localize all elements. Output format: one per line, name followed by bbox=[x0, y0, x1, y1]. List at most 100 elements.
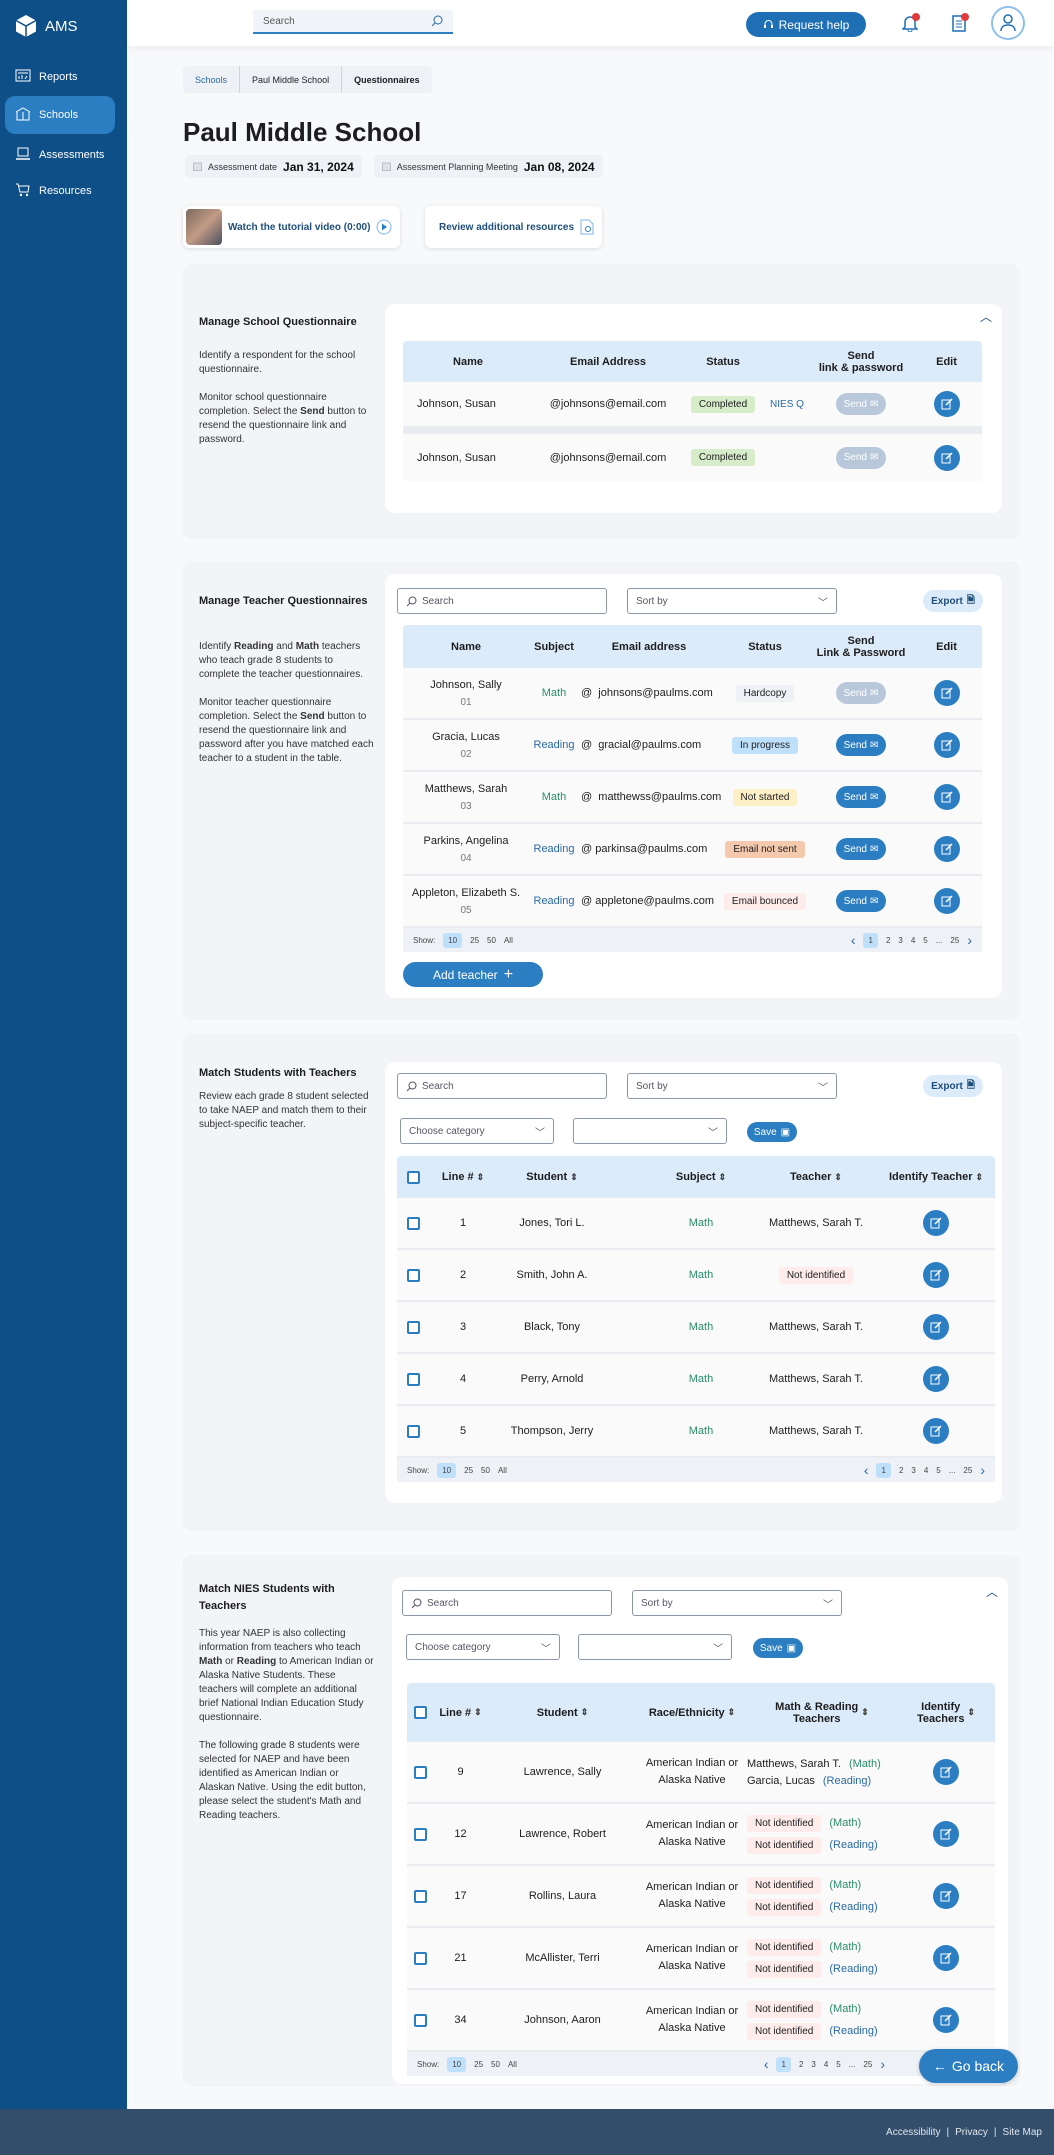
chevron-left-icon[interactable]: ‹ bbox=[763, 2056, 769, 2072]
column-header[interactable]: Student ⇕ bbox=[497, 1171, 607, 1183]
sort-icon[interactable]: ⇕ bbox=[727, 1707, 736, 1717]
row-checkbox[interactable] bbox=[413, 2013, 427, 2027]
page-size-option[interactable]: 10 bbox=[437, 1462, 457, 1478]
page-link[interactable]: 25 bbox=[863, 2059, 873, 2069]
column-header[interactable]: Teacher ⇕ bbox=[755, 1171, 877, 1183]
page-size-option[interactable]: All bbox=[497, 1465, 507, 1475]
nies-search-input[interactable]: Search bbox=[402, 1590, 612, 1616]
page-link[interactable]: 4 bbox=[910, 935, 916, 945]
edit-button[interactable] bbox=[923, 1210, 949, 1236]
row-checkbox[interactable] bbox=[413, 1765, 427, 1779]
page-link[interactable]: 2 bbox=[898, 1465, 904, 1475]
category-select[interactable]: Choose category ﹀ bbox=[400, 1118, 554, 1144]
page-size-option[interactable]: 25 bbox=[470, 935, 480, 945]
row-checkbox[interactable] bbox=[406, 1268, 420, 1282]
page-size-option[interactable]: 10 bbox=[443, 932, 463, 948]
category-select[interactable]: Choose category ﹀ bbox=[406, 1634, 560, 1660]
sort-icon[interactable]: ⇕ bbox=[834, 1171, 842, 1182]
add-teacher-button[interactable]: Add teacher + bbox=[403, 962, 543, 987]
page-size-option[interactable]: 25 bbox=[464, 1465, 474, 1475]
footer-link-privacy[interactable]: Privacy bbox=[955, 2126, 988, 2138]
page-size-option[interactable]: 25 bbox=[474, 2059, 484, 2069]
chevron-right-icon[interactable]: › bbox=[980, 1462, 985, 1478]
page-link[interactable]: 25 bbox=[950, 935, 960, 945]
go-back-button[interactable]: ← Go back bbox=[919, 2049, 1018, 2083]
sort-icon[interactable]: ⇕ bbox=[580, 1707, 589, 1717]
column-header[interactable]: Student ⇕ bbox=[488, 1707, 637, 1719]
teacher-sort-select[interactable]: Sort by ﹀ bbox=[627, 588, 837, 614]
column-header[interactable]: Race/Ethnicity ⇕ bbox=[637, 1707, 747, 1719]
send-button[interactable]: Send ✉ bbox=[836, 446, 886, 469]
column-header[interactable] bbox=[407, 1706, 433, 1719]
page-size-option[interactable]: 50 bbox=[481, 1465, 490, 1475]
page-link[interactable]: 2 bbox=[885, 935, 891, 945]
category-value-select[interactable]: ﹀ bbox=[573, 1118, 727, 1144]
sort-icon[interactable]: ⇕ bbox=[975, 1171, 984, 1182]
row-checkbox[interactable] bbox=[413, 1951, 427, 1965]
row-checkbox[interactable] bbox=[406, 1320, 420, 1334]
breadcrumb-schools[interactable]: Schools bbox=[183, 66, 241, 93]
edit-button[interactable] bbox=[923, 1314, 949, 1340]
app-logo[interactable]: AMS bbox=[15, 14, 78, 38]
page-size-option[interactable]: All bbox=[503, 935, 513, 945]
column-header[interactable] bbox=[397, 1170, 429, 1184]
page-link[interactable]: 5 bbox=[936, 1465, 941, 1475]
page-link[interactable]: 3 bbox=[911, 1465, 916, 1475]
page-size-option[interactable]: 50 bbox=[487, 935, 496, 945]
breadcrumb-school[interactable]: Paul Middle School bbox=[240, 66, 343, 93]
edit-button[interactable] bbox=[933, 1821, 959, 1847]
sort-icon[interactable]: ⇕ bbox=[570, 1171, 578, 1182]
page-link[interactable]: 3 bbox=[898, 935, 903, 945]
page-size-option[interactable]: 50 bbox=[491, 2059, 500, 2069]
page-link[interactable]: 1 bbox=[776, 2056, 791, 2072]
nies-sort-select[interactable]: Sort by ﹀ bbox=[632, 1590, 842, 1616]
chevron-left-icon[interactable]: ‹ bbox=[850, 932, 856, 948]
edit-button[interactable] bbox=[933, 680, 960, 706]
send-button[interactable]: Send ✉ bbox=[836, 890, 886, 912]
user-avatar[interactable] bbox=[991, 6, 1025, 40]
select-all-checkbox[interactable] bbox=[406, 1170, 420, 1184]
student-sort-select[interactable]: Sort by ﹀ bbox=[627, 1073, 837, 1099]
page-link[interactable]: 1 bbox=[876, 1462, 891, 1478]
page-link[interactable]: 4 bbox=[923, 1465, 929, 1475]
send-button[interactable]: Send ✉ bbox=[836, 786, 886, 808]
edit-button[interactable] bbox=[923, 1366, 949, 1392]
row-checkbox[interactable] bbox=[406, 1424, 420, 1438]
edit-button[interactable] bbox=[933, 1759, 959, 1785]
send-button[interactable]: Send ✉ bbox=[836, 734, 886, 756]
chevron-right-icon[interactable]: › bbox=[880, 2056, 885, 2072]
sort-icon[interactable]: ⇕ bbox=[474, 1707, 482, 1717]
column-header[interactable]: Subject ⇕ bbox=[647, 1171, 755, 1183]
edit-button[interactable] bbox=[933, 1883, 959, 1909]
page-link[interactable]: 3 bbox=[811, 2059, 816, 2069]
sidebar-item-reports[interactable]: Reports bbox=[5, 58, 115, 96]
save-button[interactable]: Save ▣ bbox=[753, 1638, 803, 1658]
edit-button[interactable] bbox=[933, 2007, 959, 2033]
export-button[interactable]: Export 🗎 bbox=[923, 1075, 983, 1097]
notifications-button[interactable] bbox=[897, 10, 923, 36]
send-button[interactable]: Send ✉ bbox=[836, 682, 886, 704]
footer-link-sitemap[interactable]: Site Map bbox=[1002, 2126, 1042, 2138]
sort-icon[interactable]: ⇕ bbox=[967, 1707, 976, 1717]
global-search-input[interactable]: Search bbox=[253, 10, 453, 34]
column-header[interactable]: Line # ⇕ bbox=[433, 1707, 488, 1719]
chevron-left-icon[interactable]: ‹ bbox=[863, 1462, 869, 1478]
category-value-select[interactable]: ﹀ bbox=[578, 1634, 732, 1660]
page-link[interactable]: 25 bbox=[963, 1465, 973, 1475]
page-link[interactable]: 4 bbox=[823, 2059, 829, 2069]
tasks-button[interactable] bbox=[946, 10, 972, 36]
sidebar-item-assessments[interactable]: Assessments bbox=[5, 136, 115, 174]
page-size-option[interactable]: All bbox=[507, 2059, 517, 2069]
page-link[interactable]: 5 bbox=[836, 2059, 841, 2069]
column-header[interactable]: Identify Teachers ⇕ bbox=[897, 1701, 995, 1725]
select-all-checkbox[interactable] bbox=[413, 1706, 427, 1719]
sort-icon[interactable]: ⇕ bbox=[476, 1171, 485, 1182]
edit-button[interactable] bbox=[933, 1945, 959, 1971]
footer-link-accessibility[interactable]: Accessibility bbox=[886, 2126, 941, 2138]
send-button[interactable]: Send ✉ bbox=[836, 838, 886, 860]
edit-button[interactable] bbox=[923, 1262, 949, 1288]
export-button[interactable]: Export 🗎 bbox=[923, 590, 983, 612]
edit-button[interactable] bbox=[933, 888, 960, 914]
sidebar-item-schools[interactable]: Schools bbox=[5, 96, 115, 134]
page-size-option[interactable]: 10 bbox=[447, 2056, 467, 2072]
